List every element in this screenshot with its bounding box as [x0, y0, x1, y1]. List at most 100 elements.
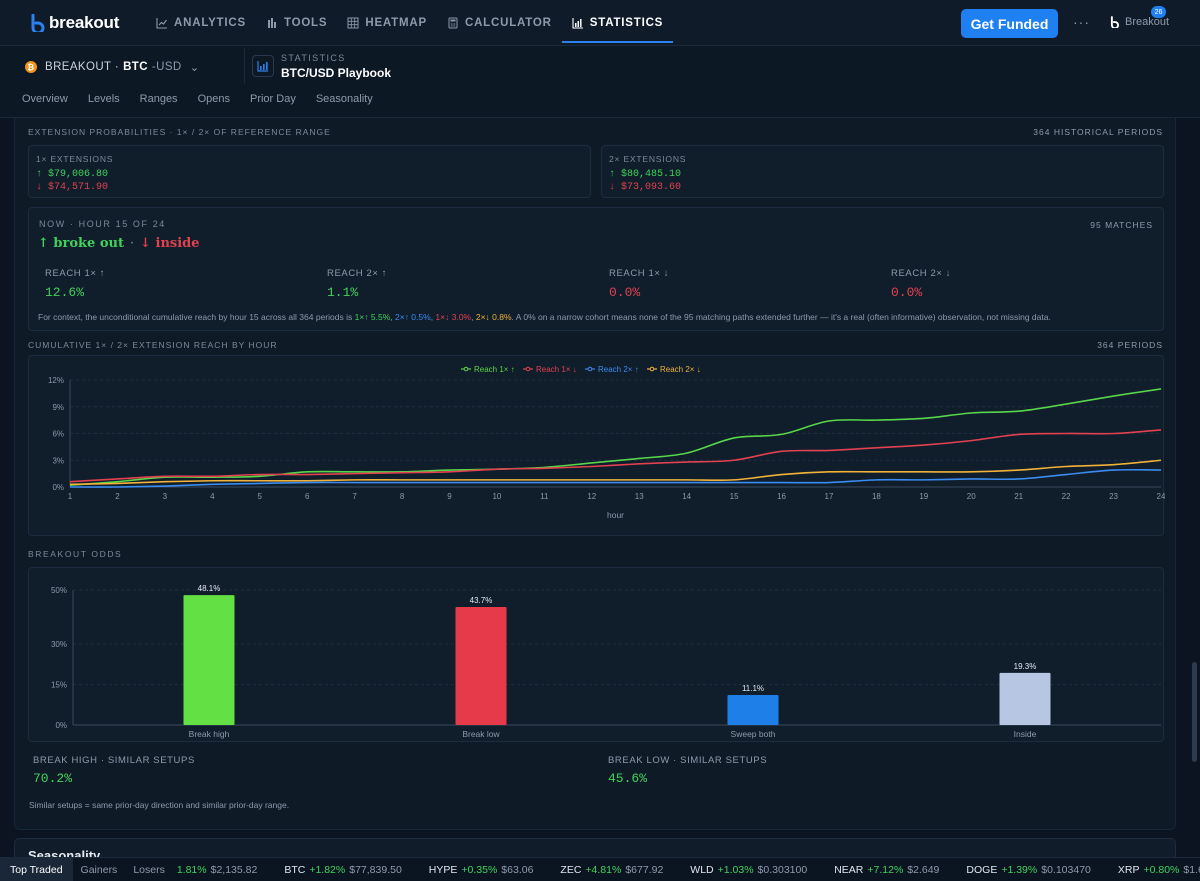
tab-opens[interactable]: Opens: [197, 93, 230, 105]
now-status-line: ↑ broke out · ↓ inside: [38, 236, 200, 251]
brand-logo[interactable]: breakout: [30, 13, 146, 34]
footnote-text: . A 0% on a narrow cohort means none of …: [511, 312, 1051, 322]
x-tick-label: 19: [919, 492, 928, 501]
calculator-icon: [447, 17, 459, 29]
two-x-extensions-label: 2× EXTENSIONS: [609, 154, 687, 164]
tab-ranges[interactable]: Ranges: [139, 93, 178, 105]
tab-seasonality[interactable]: Seasonality: [315, 93, 373, 105]
category-label: Sweep both: [731, 729, 776, 739]
nav-item-tools[interactable]: TOOLS: [256, 0, 337, 46]
nav-item-statistics[interactable]: STATISTICS: [561, 0, 674, 46]
get-funded-button[interactable]: Get Funded: [961, 9, 1058, 38]
more-menu-button[interactable]: ···: [1073, 14, 1090, 30]
breakout-logo-icon: [30, 13, 46, 34]
ticker-price: $0.303100: [757, 863, 808, 876]
x-tick-label: 18: [872, 492, 881, 501]
ticker-item[interactable]: BTC +1.82% $77,839.50: [284, 864, 401, 876]
similar-setups-label: BREAK LOW · SIMILAR SETUPS: [608, 755, 768, 766]
ticker-symbol: HYPE: [428, 863, 458, 876]
ticker-price: $0.103470: [1041, 863, 1091, 876]
legend-label[interactable]: Reach 2× ↑: [598, 365, 639, 374]
top-nav-bar: breakout ANALYTICS TOOLS HEATMAP CALCULATOR…: [0, 0, 1200, 46]
legend-label[interactable]: Reach 2× ↓: [660, 365, 701, 374]
ticker-price: $2,135.82: [210, 863, 258, 876]
two-x-down-price: ↓ $73,093.60: [609, 182, 682, 193]
ticker-item[interactable]: 1.81% $2,135.82: [177, 864, 258, 876]
ticker-item[interactable]: NEAR +7.12% $2.649: [834, 864, 939, 876]
nav-item-label: ANALYTICS: [174, 16, 246, 29]
bar-value-label: 19.3%: [1014, 662, 1037, 671]
bar: [999, 672, 1051, 725]
y-tick-label: 50%: [51, 586, 67, 595]
ticker-symbol: WLD: [690, 863, 714, 876]
tab-prior-day[interactable]: Prior Day: [249, 93, 296, 105]
section-tabs: Overview Levels Ranges Opens Prior Day Season…: [22, 93, 393, 105]
nav-item-analytics[interactable]: ANALYTICS: [146, 0, 256, 46]
ticker-item[interactable]: WLD +1.03% $0.303100: [690, 864, 807, 876]
ticker-change: +0.35%: [461, 863, 498, 876]
ticker-tab-top-traded[interactable]: Top Traded: [0, 858, 73, 881]
ticker-symbol: XRP: [1117, 863, 1140, 876]
y-tick-label: 30%: [51, 640, 67, 649]
ticker-tab-gainers[interactable]: Gainers: [80, 863, 118, 876]
main-nav: ANALYTICS TOOLS HEATMAP CALCULATOR STATISTIC…: [146, 0, 674, 46]
two-x-extensions-card: 2× EXTENSIONS ↑ $80,485.10 ↓ $73,093.60: [601, 145, 1164, 198]
x-tick-label: 20: [967, 492, 976, 501]
category-label: Inside: [1014, 729, 1037, 739]
similar-setups-note: Similar setups = same prior-day directio…: [29, 800, 290, 810]
context-footnote: For context, the unconditional cumulativ…: [38, 312, 1051, 322]
nav-item-label: TOOLS: [283, 16, 328, 29]
series-line: [69, 468, 1162, 488]
footnote-comma: ,: [430, 312, 436, 322]
nav-item-label: HEATMAP: [365, 16, 427, 29]
page-scrollbar[interactable]: [1192, 662, 1197, 762]
nav-item-label: STATISTICS: [589, 16, 664, 29]
now-status-card: NOW · HOUR 15 OF 24 95 MATCHES ↑ broke o…: [28, 207, 1164, 331]
similar-setups-value: 70.2%: [33, 771, 73, 786]
cumulative-chart-card: 0% 3% 6% 9% 12% 1 2 3 4 5 6 7 8 9 10 11 12 13 14 15 16 17 18 19…: [28, 355, 1166, 536]
grid-icon: [347, 17, 359, 29]
bars-icon: [266, 17, 278, 29]
y-tick-label: 9%: [52, 403, 64, 412]
instrument-selector[interactable]: ₿ BREAKOUT · BTC -USD ⌄: [25, 60, 200, 74]
ticker-symbol: BTC: [284, 863, 306, 876]
ticker-item[interactable]: XRP+0.80%$1.62: [1118, 864, 1200, 876]
ticker-item[interactable]: HYPE +0.35% $63.06: [429, 864, 534, 876]
bar: [455, 607, 507, 725]
x-tick-label: 9: [447, 492, 452, 501]
chart-line-icon: [156, 17, 168, 29]
notification-badge[interactable]: 26: [1151, 6, 1166, 18]
legend-label[interactable]: Reach 1× ↑: [474, 365, 515, 374]
similar-setups-label: BREAK HIGH · SIMILAR SETUPS: [33, 755, 195, 766]
ticker-symbol: NEAR: [834, 863, 864, 876]
bar: [183, 595, 235, 725]
y-tick-label: 0%: [55, 721, 67, 730]
brand-account-link[interactable]: Breakout: [1110, 16, 1169, 28]
bitcoin-icon: ₿: [25, 61, 37, 73]
tab-overview[interactable]: Overview: [22, 93, 68, 105]
statistics-icon: [252, 55, 274, 77]
tab-levels[interactable]: Levels: [87, 93, 120, 105]
x-tick-label: 13: [635, 492, 644, 501]
x-tick-label: 21: [1014, 492, 1023, 501]
now-hour-label: NOW · HOUR 15 OF 24: [39, 219, 166, 229]
ticker-tab-losers[interactable]: Losers: [133, 863, 165, 876]
ticker-item[interactable]: DOGE +1.39% $0.103470: [966, 864, 1090, 876]
reach-value: 12.6%: [45, 285, 85, 300]
ticker-change: +7.12%: [867, 863, 904, 876]
historical-periods-count: 364 HISTORICAL PERIODS: [1033, 127, 1163, 137]
ticker-price: $677.92: [625, 863, 664, 876]
nav-item-heatmap[interactable]: HEATMAP: [337, 0, 437, 46]
one-x-down-price: ↓ $74,571.90: [36, 182, 109, 193]
legend-label[interactable]: Reach 1× ↓: [536, 365, 577, 374]
ticker-item[interactable]: ZEC +4.81% $677.92: [560, 864, 663, 876]
nav-item-calculator[interactable]: CALCULATOR: [437, 0, 562, 46]
page-eyebrow: STATISTICS: [281, 52, 346, 63]
breakout-odds-card: 0% 15% 30% 50% 48.1% Break high 43.7% Break low…: [28, 567, 1164, 742]
ticker-change: +4.81%: [585, 863, 622, 876]
x-tick-label: 15: [730, 492, 739, 501]
two-x-up-price: ↑ $80,485.10: [609, 169, 682, 180]
matches-count: 95 MATCHES: [1090, 220, 1153, 230]
bar-value-label: 48.1%: [198, 584, 221, 593]
x-tick-label: 4: [210, 492, 215, 501]
